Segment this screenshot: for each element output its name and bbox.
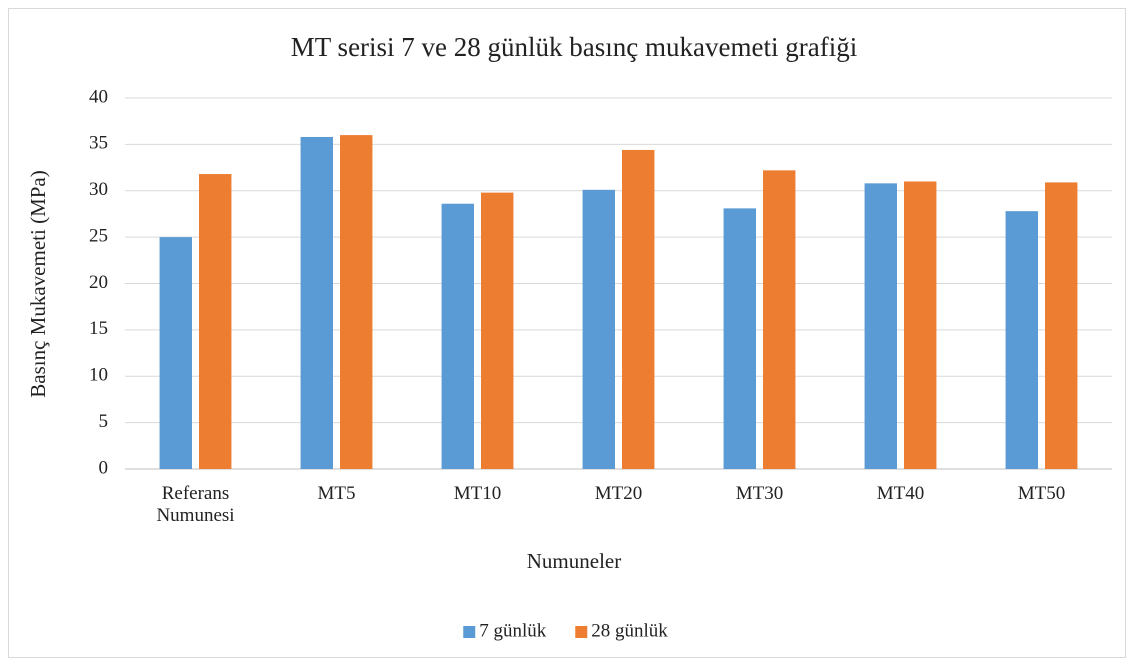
- x-tick-label: MT40: [876, 483, 925, 504]
- bar: [723, 208, 756, 469]
- y-tick-label: 10: [89, 365, 108, 386]
- y-tick-label: 25: [89, 225, 108, 246]
- x-tick-label-box: MT40: [876, 483, 925, 504]
- bar: [582, 189, 615, 469]
- x-tick-label: MT30: [735, 483, 784, 504]
- legend-swatch: [575, 626, 588, 638]
- x-axis-title: Numuneler: [527, 549, 621, 573]
- bar: [1005, 211, 1038, 469]
- y-tick-label: 35: [89, 133, 108, 154]
- x-tick-label: MT10: [453, 483, 502, 504]
- y-tick-label: 30: [89, 179, 108, 200]
- bar: [441, 203, 474, 470]
- bar: [340, 135, 373, 469]
- bar: [864, 183, 897, 469]
- x-tick-label: MT50: [1017, 483, 1066, 504]
- bar: [300, 136, 333, 469]
- chart-border: [8, 8, 1126, 658]
- legend-swatch: [463, 626, 476, 638]
- bar: [481, 192, 514, 470]
- x-tick-label: MT5: [317, 483, 356, 504]
- bar: [622, 149, 655, 469]
- y-tick-label: 15: [89, 318, 108, 339]
- x-tick-label-box: MT30: [735, 483, 784, 504]
- y-tick-label: 20: [89, 272, 108, 293]
- y-tick-label: 0: [99, 457, 109, 478]
- x-tick-label-box: MT5: [317, 483, 356, 504]
- legend-label: 28 günlük: [591, 620, 668, 641]
- bar: [199, 174, 232, 469]
- x-tick-label: MT20: [594, 483, 643, 504]
- x-tick-label-box: MT20: [594, 483, 643, 504]
- x-tick-label-box: MT10: [453, 483, 502, 504]
- y-axis-title: Basınç Mukavemeti (MPa): [26, 170, 50, 397]
- bar: [159, 237, 192, 469]
- bar: [763, 170, 796, 469]
- bar: [1045, 182, 1078, 469]
- chart-title: MT serisi 7 ve 28 günlük basınç mukaveme…: [291, 32, 857, 62]
- x-tick-label-box: MT50: [1017, 483, 1066, 504]
- y-tick-label: 5: [99, 411, 109, 432]
- legend-label: 7 günlük: [479, 620, 547, 641]
- y-tick-label: 40: [89, 86, 108, 107]
- x-tick-label-box: Referans Numunesi: [156, 483, 235, 526]
- bar: [904, 181, 937, 469]
- x-tick-label: Referans Numunesi: [156, 483, 235, 526]
